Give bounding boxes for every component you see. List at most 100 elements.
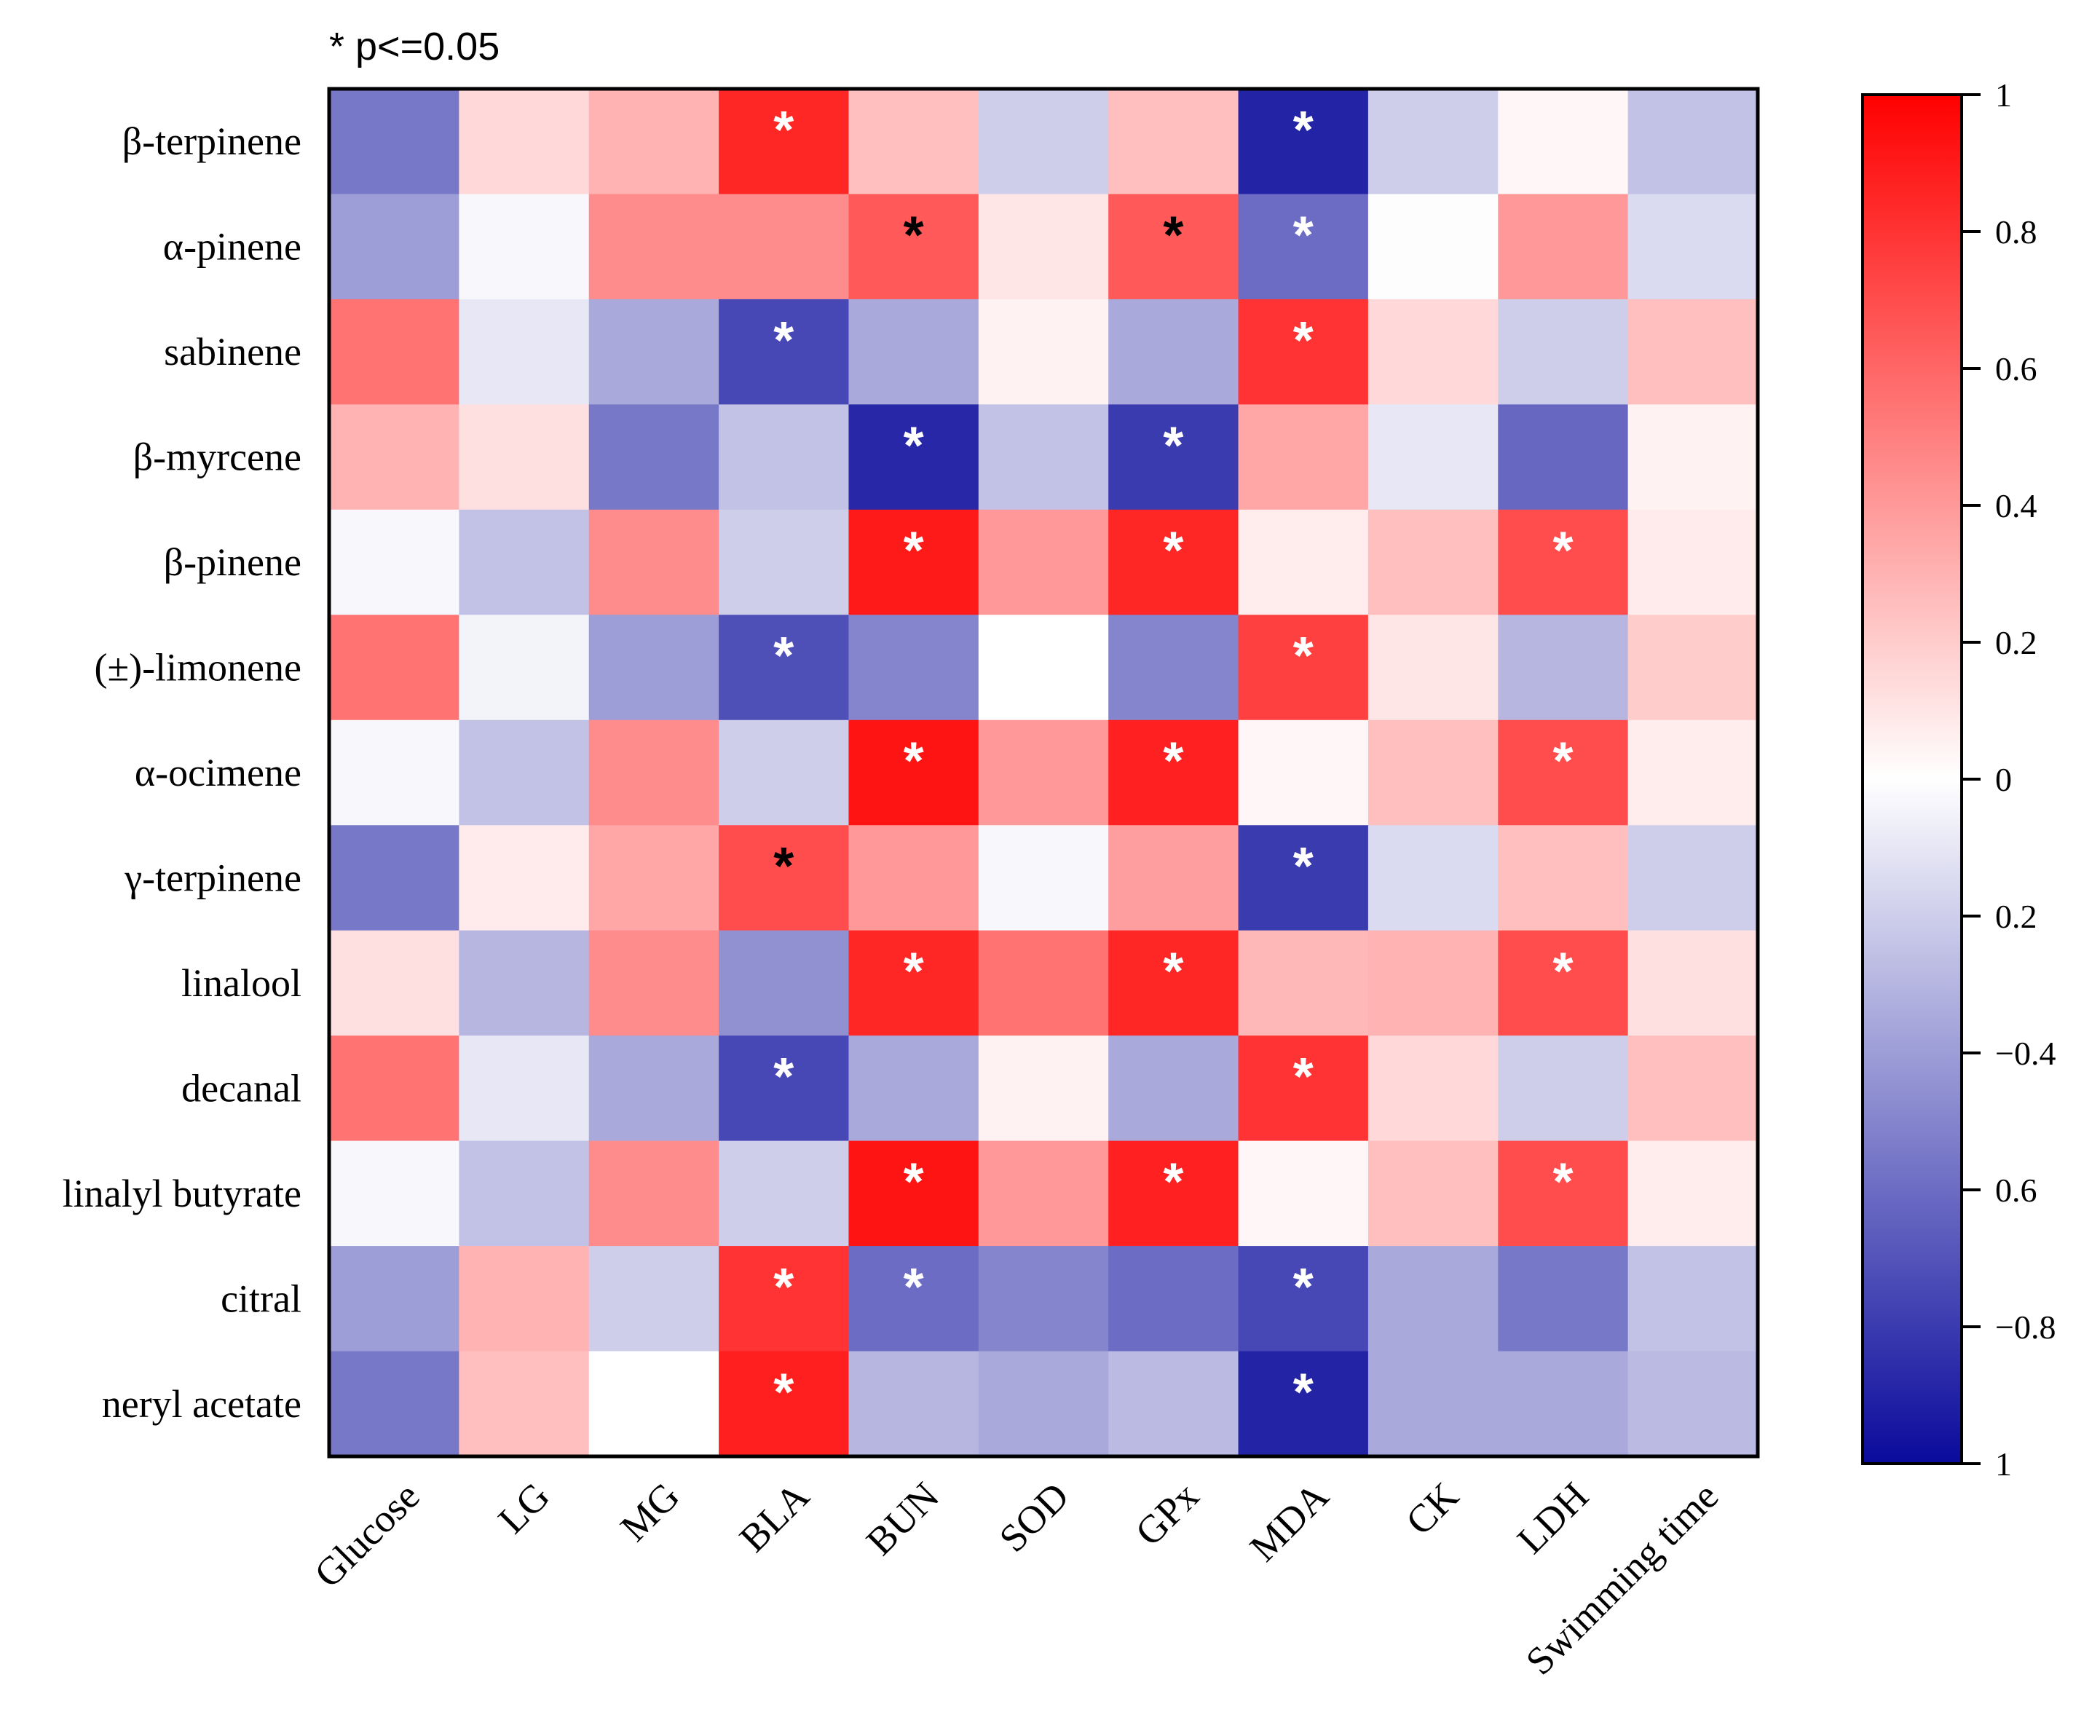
significance-star: * bbox=[1293, 206, 1314, 264]
column-label: BLA bbox=[731, 1474, 818, 1561]
heatmap-cell bbox=[329, 1035, 459, 1142]
significance-star: * bbox=[773, 312, 794, 370]
column-label: GPx bbox=[1127, 1474, 1207, 1554]
significance-star: * bbox=[1552, 943, 1573, 1001]
heatmap-cell bbox=[1498, 719, 1629, 826]
heatmap-cell bbox=[1627, 194, 1758, 300]
heatmap-cell bbox=[1238, 1246, 1369, 1352]
significance-star: * bbox=[1163, 733, 1183, 791]
heatmap-cell bbox=[719, 299, 850, 405]
row-label: α-pinene bbox=[163, 225, 301, 269]
heatmap-cell bbox=[329, 1246, 459, 1352]
heatmap-cell bbox=[848, 1246, 979, 1352]
heatmap-cell bbox=[1108, 299, 1239, 405]
heatmap-cell bbox=[1367, 89, 1499, 195]
row-label: linalool bbox=[181, 961, 301, 1005]
heatmap-cells bbox=[329, 89, 1758, 1457]
heatmap-cell bbox=[1627, 930, 1758, 1036]
heatmap-cell bbox=[1238, 1035, 1369, 1142]
heatmap-cell bbox=[1108, 1035, 1239, 1142]
row-label: citral bbox=[221, 1277, 301, 1320]
heatmap-cell bbox=[459, 1035, 590, 1142]
heatmap-cell bbox=[1498, 615, 1629, 721]
heatmap-cell bbox=[848, 404, 979, 510]
heatmap-cell bbox=[1108, 1351, 1239, 1457]
significance-star: * bbox=[904, 206, 924, 264]
significance-star: * bbox=[1163, 522, 1183, 580]
significance-star: * bbox=[773, 837, 794, 896]
heatmap-cell bbox=[459, 930, 590, 1036]
heatmap-cell bbox=[848, 930, 979, 1036]
row-label: (±)-limonene bbox=[94, 646, 301, 690]
colorbar-tick-label: 0 bbox=[1995, 761, 2012, 798]
heatmap-cell bbox=[848, 719, 979, 826]
heatmap-cell bbox=[719, 509, 850, 615]
heatmap-cell bbox=[1238, 89, 1369, 195]
heatmap-cell bbox=[1498, 930, 1629, 1036]
column-label: SOD bbox=[991, 1474, 1078, 1561]
heatmap-cell bbox=[719, 404, 850, 510]
heatmap-cell bbox=[1367, 930, 1499, 1036]
significance-star: * bbox=[1293, 1258, 1314, 1317]
significance-star: * bbox=[1293, 312, 1314, 370]
heatmap-cell bbox=[1367, 1035, 1499, 1142]
heatmap-cell bbox=[329, 89, 459, 195]
heatmap-cell bbox=[978, 194, 1109, 300]
heatmap-cell bbox=[1627, 719, 1758, 826]
heatmap-cell bbox=[329, 194, 459, 300]
heatmap-cell bbox=[1238, 615, 1369, 721]
heatmap-cell bbox=[588, 1246, 719, 1352]
row-label: β-terpinene bbox=[122, 119, 301, 163]
heatmap-cell bbox=[978, 930, 1109, 1036]
heatmap-cell bbox=[1627, 615, 1758, 721]
heatmap-cell bbox=[329, 509, 459, 615]
heatmap-cell bbox=[978, 89, 1109, 195]
heatmap-cell bbox=[329, 615, 459, 721]
heatmap-cell bbox=[719, 194, 850, 300]
heatmap-cell bbox=[459, 299, 590, 405]
heatmap-cell bbox=[1627, 825, 1758, 931]
heatmap-cell bbox=[588, 615, 719, 721]
heatmap-cell bbox=[1367, 404, 1499, 510]
heatmap-cell bbox=[588, 299, 719, 405]
heatmap-cell bbox=[848, 299, 979, 405]
heatmap-cell bbox=[848, 1035, 979, 1142]
heatmap-cell bbox=[978, 1351, 1109, 1457]
heatmap-cell bbox=[459, 89, 590, 195]
row-label: sabinene bbox=[164, 330, 301, 374]
heatmap-cell bbox=[1498, 299, 1629, 405]
colorbar-tick-label: 0.4 bbox=[1995, 487, 2037, 524]
heatmap-cell bbox=[978, 404, 1109, 510]
heatmap-cell bbox=[848, 1140, 979, 1247]
significance-star: * bbox=[904, 1258, 924, 1317]
significance-star: * bbox=[904, 522, 924, 580]
heatmap-cell bbox=[719, 930, 850, 1036]
heatmap-cell bbox=[329, 1351, 459, 1457]
row-labels: β-terpinene α-pinene sabinene β-myrcene β-pi… bbox=[63, 119, 301, 1426]
row-label: decanal bbox=[181, 1066, 301, 1110]
colorbar-tick-label: −0.8 bbox=[1995, 1309, 2056, 1346]
heatmap-cell bbox=[1627, 1140, 1758, 1247]
heatmap-cell bbox=[588, 404, 719, 510]
heatmap-cell bbox=[1498, 1351, 1629, 1457]
row-label: γ-terpinene bbox=[124, 856, 301, 899]
heatmap-cell bbox=[1627, 509, 1758, 615]
heatmap-cell bbox=[1498, 404, 1629, 510]
column-label: LDH bbox=[1509, 1474, 1597, 1562]
heatmap-cell bbox=[588, 930, 719, 1036]
heatmap-cell bbox=[588, 1035, 719, 1142]
heatmap-cell bbox=[1627, 1351, 1758, 1457]
heatmap-cell bbox=[719, 1140, 850, 1247]
significance-star: * bbox=[1163, 1153, 1183, 1212]
heatmap-cell bbox=[978, 1246, 1109, 1352]
significance-star: * bbox=[1163, 417, 1183, 475]
heatmap-cell bbox=[459, 1140, 590, 1247]
heatmap-cell bbox=[719, 615, 850, 721]
heatmap-cell bbox=[1627, 89, 1758, 195]
heatmap-cell bbox=[1238, 509, 1369, 615]
heatmap-cell bbox=[1498, 89, 1629, 195]
significance-star: * bbox=[1552, 522, 1573, 580]
colorbar-tick-label: 0.8 bbox=[1995, 213, 2037, 250]
significance-star: * bbox=[773, 627, 794, 685]
column-label: Glucose bbox=[306, 1474, 428, 1596]
